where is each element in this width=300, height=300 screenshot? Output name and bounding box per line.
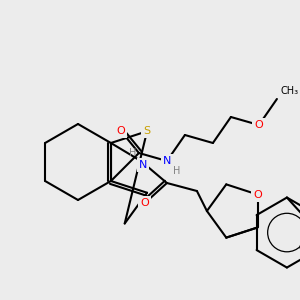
Text: CH₃: CH₃ (298, 243, 300, 253)
Text: O: O (253, 190, 262, 200)
Text: O: O (140, 198, 149, 208)
Text: O: O (116, 126, 125, 136)
Text: S: S (143, 126, 151, 136)
Text: H: H (173, 166, 181, 176)
Text: CH₃: CH₃ (281, 86, 299, 96)
Text: H: H (129, 148, 137, 158)
Text: N: N (139, 160, 147, 170)
Text: N: N (163, 156, 171, 166)
Text: O: O (254, 120, 263, 130)
